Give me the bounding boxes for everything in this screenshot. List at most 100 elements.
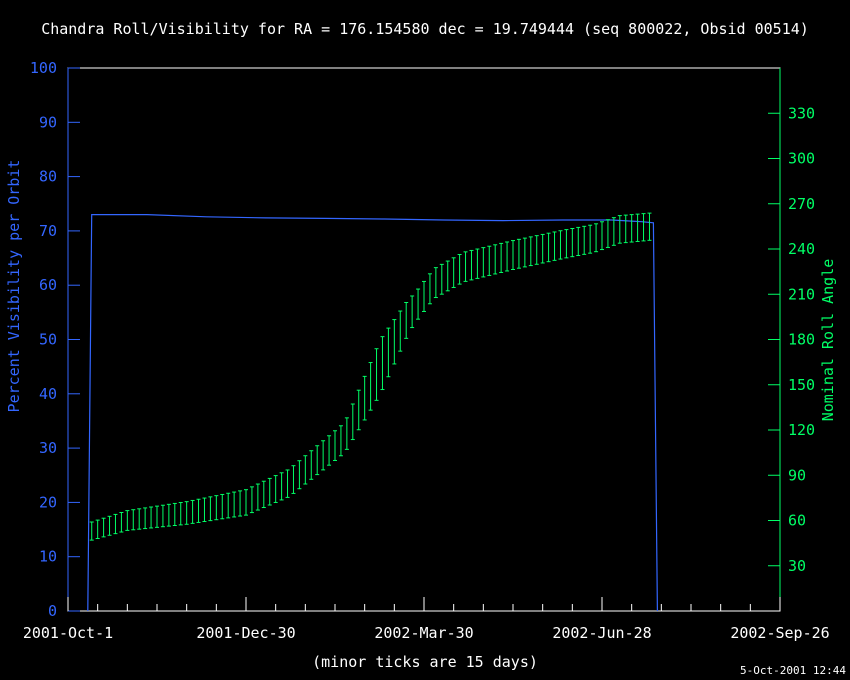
- roll-error-bar: [303, 455, 308, 485]
- roll-error-bar: [155, 505, 159, 528]
- roll-error-bar: [327, 435, 332, 466]
- roll-error-bar: [422, 280, 426, 312]
- roll-error-bar: [291, 465, 296, 494]
- right-tick-label: 330: [788, 104, 815, 122]
- right-tick-label: 300: [788, 150, 815, 168]
- roll-error-bar: [511, 240, 515, 270]
- right-axis-ticks: 30 60 90 120 150 180 210 240 270 300 330: [768, 104, 815, 575]
- roll-error-bar: [570, 228, 575, 258]
- roll-error-bar: [309, 450, 314, 480]
- roll-error-bar: [528, 236, 533, 267]
- roll-error-bar: [552, 231, 557, 261]
- roll-error-bar: [368, 362, 373, 411]
- roll-error-bar: [439, 263, 444, 295]
- x-tick-label: 2002-Sep-26: [730, 624, 829, 642]
- roll-error-bar: [600, 221, 604, 251]
- x-tick-label: 2002-Jun-28: [552, 624, 651, 642]
- left-axis-ticks: 0 10 20 30 40 50 60 70 80 90 100: [30, 59, 80, 620]
- roll-error-bar: [178, 502, 183, 526]
- x-tick-label: 2001-Oct-1: [23, 624, 113, 642]
- roll-error-bar: [647, 212, 652, 241]
- roll-error-bar: [475, 248, 480, 279]
- left-tick-label: 60: [39, 276, 57, 294]
- roll-error-bar: [451, 257, 456, 288]
- roll-error-bar: [433, 267, 438, 299]
- roll-error-bar: [131, 509, 136, 531]
- left-axis-label: Percent Visibility per Orbit: [5, 160, 23, 413]
- x-tick-label: 2002-Mar-30: [374, 624, 473, 642]
- roll-error-bar: [410, 295, 415, 329]
- roll-error-bar: [89, 521, 94, 541]
- roll-error-bar: [244, 489, 248, 516]
- roll-error-bar: [605, 219, 610, 248]
- roll-error-bar: [457, 254, 462, 285]
- right-tick-label: 180: [788, 331, 815, 349]
- roll-error-bar: [267, 477, 272, 506]
- right-tick-label: 90: [788, 466, 806, 484]
- roll-error-bar: [202, 497, 207, 523]
- x-axis-ticks: 2001-Oct-1 2001-Dec-30 2002-Mar-30 2002-Jun…: [23, 597, 830, 642]
- roll-error-bar: [238, 490, 243, 517]
- roll-error-bar: [149, 506, 154, 529]
- roll-error-bar: [516, 238, 521, 269]
- roll-error-bar: [398, 310, 403, 352]
- right-tick-label: 270: [788, 195, 815, 213]
- visibility-line: [87, 214, 658, 612]
- roll-error-bar: [113, 513, 118, 535]
- right-tick-label: 210: [788, 285, 815, 303]
- x-tick-label: 2001-Dec-30: [196, 624, 295, 642]
- roll-error-bar: [321, 440, 326, 471]
- roll-error-bar: [635, 213, 640, 242]
- roll-error-bar: [362, 375, 367, 421]
- timestamp: 5-Oct-2001 12:44: [740, 664, 846, 677]
- roll-error-bar: [285, 469, 290, 498]
- roll-error-bar: [463, 251, 468, 282]
- roll-error-bar: [172, 502, 177, 526]
- visibility-series: [87, 214, 658, 612]
- roll-error-bar: [315, 445, 320, 476]
- roll-error-bar: [558, 230, 563, 260]
- roll-error-bar: [249, 486, 254, 514]
- roll-error-bar: [214, 495, 219, 521]
- roll-error-bar: [546, 232, 551, 263]
- roll-error-bar: [255, 483, 260, 511]
- roll-error-bar: [119, 512, 124, 533]
- roll-error-bar: [505, 241, 510, 272]
- roll-error-bar: [481, 247, 486, 278]
- roll-error-bar: [356, 389, 361, 431]
- left-tick-label: 80: [39, 168, 57, 186]
- roll-error-bar: [445, 260, 450, 292]
- left-tick-label: 90: [39, 113, 57, 131]
- roll-error-bar: [564, 229, 569, 259]
- roll-error-bar: [107, 515, 112, 536]
- left-tick-label: 50: [39, 331, 57, 349]
- roll-error-bar: [374, 348, 379, 401]
- left-tick-label: 40: [39, 385, 57, 403]
- roll-error-bar: [232, 491, 237, 518]
- left-tick-label: 10: [39, 548, 57, 566]
- roll-error-bar: [392, 319, 397, 365]
- roll-error-bar: [582, 225, 587, 255]
- roll-error-bar: [344, 417, 349, 450]
- roll-error-bar: [101, 517, 106, 538]
- roll-error-bar: [641, 213, 646, 242]
- roll-error-bar: [404, 302, 409, 339]
- left-tick-label: 70: [39, 222, 57, 240]
- right-tick-label: 30: [788, 557, 806, 575]
- roll-error-bar: [273, 475, 278, 503]
- right-axis-label: Nominal Roll Angle: [819, 259, 837, 422]
- x-axis-label: (minor ticks are 15 days): [312, 653, 538, 671]
- roll-error-bar: [469, 249, 474, 281]
- roll-error-bar: [487, 245, 492, 276]
- roll-error-bar: [190, 499, 195, 524]
- roll-error-bar: [196, 498, 201, 523]
- roll-error-bar: [540, 233, 545, 264]
- roll-error-bar: [297, 460, 302, 490]
- roll-error-bar: [220, 493, 225, 520]
- roll-error-bar: [184, 501, 189, 525]
- right-tick-label: 240: [788, 240, 815, 258]
- roll-error-bar: [137, 508, 142, 530]
- roll-error-bar: [534, 235, 539, 265]
- left-tick-label: 0: [48, 602, 57, 620]
